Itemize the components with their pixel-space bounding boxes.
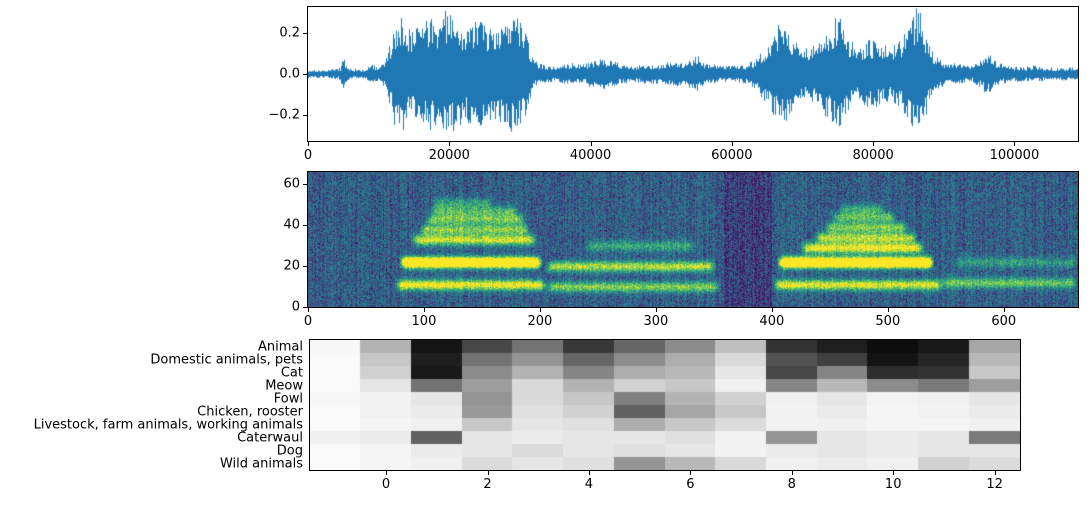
heatmap-row-label: Meow [265, 378, 303, 393]
x-tick-mark [386, 471, 388, 475]
class-activation-heatmap [309, 339, 1021, 471]
x-tick-label: 12 [986, 477, 1003, 492]
x-tick-label: 8 [787, 477, 796, 492]
x-tick-label: 0 [303, 148, 313, 163]
x-tick-label: 60000 [711, 148, 753, 163]
x-tick-mark [487, 471, 489, 475]
x-tick-mark [308, 308, 309, 312]
x-tick-mark [655, 308, 657, 312]
x-tick-label: 0 [303, 314, 313, 329]
y-tick-mark [303, 225, 307, 227]
x-tick-label: 600 [991, 314, 1017, 329]
heatmap-row-label: Chicken, rooster [197, 404, 303, 419]
heatmap-row-label: Livestock, farm animals, working animals [33, 417, 303, 432]
x-tick-mark [994, 471, 996, 475]
x-tick-mark [731, 142, 733, 146]
heatmap-row-label: Wild animals [219, 456, 303, 471]
x-tick-mark [539, 308, 541, 312]
y-tick-label: 20 [283, 258, 300, 274]
x-tick-label: 20000 [428, 148, 470, 163]
x-tick-label: 6 [686, 477, 695, 492]
x-tick-mark [308, 142, 309, 146]
x-tick-label: 4 [584, 477, 594, 492]
y-tick-label: −0.2 [268, 107, 300, 123]
x-tick-mark [791, 471, 793, 475]
y-tick-label: 0 [291, 299, 300, 315]
heatmap-row-label: Fowl [273, 391, 303, 406]
x-tick-mark [873, 142, 875, 146]
x-tick-mark [449, 142, 451, 146]
y-tick-mark [303, 307, 307, 308]
y-tick-mark [303, 184, 307, 186]
x-tick-label: 300 [643, 314, 669, 329]
heatmap-row-label: Animal [258, 339, 303, 354]
y-tick-label: 60 [283, 176, 300, 192]
y-tick-mark [303, 33, 307, 35]
spectrogram-canvas [308, 172, 1078, 307]
heatmap-row-label: Cat [280, 365, 303, 380]
y-tick-mark [303, 114, 307, 116]
heatmap-row-label: Domestic animals, pets [150, 352, 303, 367]
y-tick-mark [303, 74, 307, 75]
x-tick-mark [588, 471, 590, 475]
x-tick-label: 40000 [569, 148, 612, 163]
x-tick-mark [423, 308, 425, 312]
heatmap-row-label: Caterwaul [237, 430, 303, 445]
x-tick-mark [771, 308, 773, 312]
x-tick-mark [1003, 308, 1005, 312]
class-activation-canvas [310, 340, 1020, 470]
y-tick-mark [303, 266, 307, 268]
x-tick-label: 100000 [989, 148, 1040, 163]
x-tick-label: 200 [527, 314, 553, 329]
x-tick-label: 10 [884, 477, 902, 492]
x-tick-label: 500 [875, 314, 901, 329]
waveform-canvas [308, 7, 1078, 141]
y-tick-label: 40 [283, 217, 300, 233]
waveform-plot [307, 6, 1079, 142]
x-tick-mark [1014, 142, 1016, 146]
y-tick-label: 0.0 [279, 66, 300, 82]
x-tick-label: 100 [411, 314, 437, 329]
spectrogram-plot [307, 171, 1079, 308]
x-tick-mark [590, 142, 592, 146]
x-tick-mark [887, 308, 889, 312]
x-tick-label: 0 [381, 477, 391, 492]
x-tick-mark [690, 471, 692, 475]
x-tick-label: 400 [759, 314, 785, 329]
y-tick-label: 0.2 [279, 25, 300, 41]
heatmap-row-label: Dog [276, 443, 303, 458]
x-tick-label: 2 [483, 477, 492, 492]
x-tick-label: 80000 [852, 148, 894, 163]
x-tick-mark [893, 471, 895, 475]
